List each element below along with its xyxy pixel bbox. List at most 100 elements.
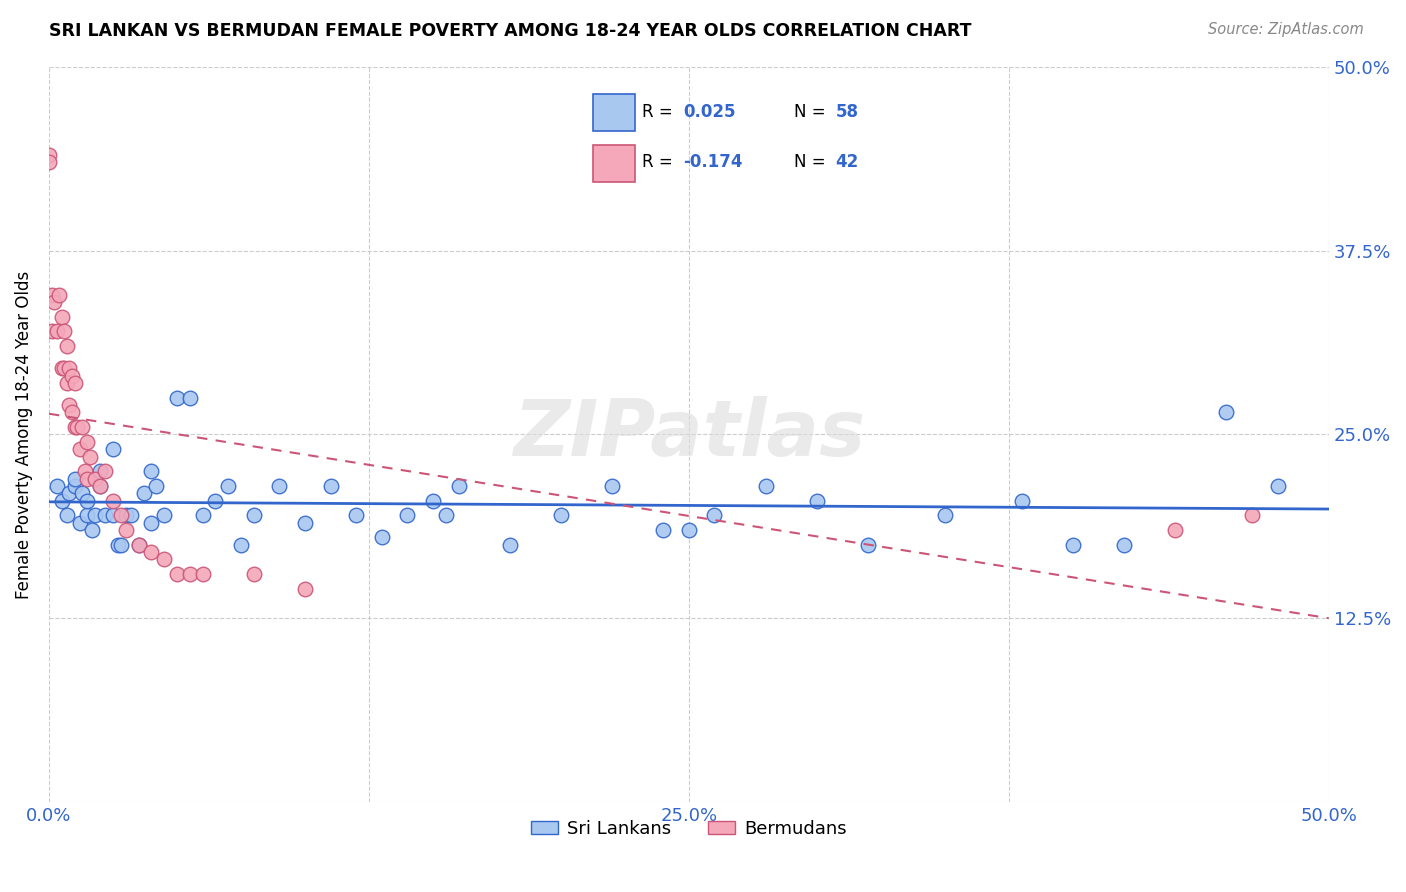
Point — [63, 479, 86, 493]
Point — [114, 523, 136, 537]
Point — [45, 325, 67, 339]
Point — [48, 287, 70, 301]
Point — [107, 538, 129, 552]
Point — [856, 538, 879, 552]
Point — [41, 287, 63, 301]
Point — [94, 508, 117, 523]
Point — [51, 493, 73, 508]
Point — [60, 405, 83, 419]
Point — [79, 450, 101, 464]
Point — [550, 508, 572, 523]
Point — [447, 479, 470, 493]
Point — [934, 508, 956, 523]
Point — [806, 493, 828, 508]
Point — [63, 376, 86, 390]
Point — [51, 310, 73, 324]
Point — [120, 508, 142, 523]
Point — [56, 339, 79, 353]
Point — [179, 567, 201, 582]
Point — [166, 391, 188, 405]
Point — [344, 508, 367, 523]
Point — [755, 479, 778, 493]
Point — [269, 479, 291, 493]
Point — [110, 538, 132, 552]
Point — [73, 464, 96, 478]
Point — [1112, 538, 1135, 552]
Point — [370, 530, 392, 544]
Point — [84, 508, 107, 523]
Point — [141, 464, 163, 478]
Point — [69, 516, 91, 530]
Point — [45, 479, 67, 493]
Point — [141, 516, 163, 530]
Point — [153, 552, 176, 566]
Point — [1240, 508, 1263, 523]
Point — [1011, 493, 1033, 508]
Point — [204, 493, 226, 508]
Point — [66, 420, 89, 434]
Point — [1164, 523, 1187, 537]
Point — [51, 361, 73, 376]
Point — [58, 398, 80, 412]
Point — [422, 493, 444, 508]
Point — [89, 479, 111, 493]
Point — [60, 368, 83, 383]
Point — [110, 508, 132, 523]
Point — [229, 538, 252, 552]
Point — [141, 545, 163, 559]
Point — [53, 325, 76, 339]
Y-axis label: Female Poverty Among 18-24 Year Olds: Female Poverty Among 18-24 Year Olds — [15, 270, 32, 599]
Point — [128, 538, 150, 552]
Point — [678, 523, 700, 537]
Point — [217, 479, 239, 493]
Point — [652, 523, 675, 537]
Point — [242, 567, 264, 582]
Point — [84, 472, 107, 486]
Point — [600, 479, 623, 493]
Point — [38, 148, 60, 162]
Point — [82, 523, 104, 537]
Point — [1267, 479, 1289, 493]
Point — [191, 567, 214, 582]
Point — [132, 486, 155, 500]
Point — [396, 508, 419, 523]
Point — [58, 486, 80, 500]
Legend: Sri Lankans, Bermudans: Sri Lankans, Bermudans — [524, 813, 853, 845]
Point — [499, 538, 522, 552]
Point — [294, 582, 316, 596]
Point — [153, 508, 176, 523]
Point — [38, 155, 60, 169]
Point — [179, 391, 201, 405]
Point — [63, 420, 86, 434]
Point — [76, 493, 98, 508]
Text: SRI LANKAN VS BERMUDAN FEMALE POVERTY AMONG 18-24 YEAR OLDS CORRELATION CHART: SRI LANKAN VS BERMUDAN FEMALE POVERTY AM… — [49, 22, 972, 40]
Point — [76, 508, 98, 523]
Point — [89, 479, 111, 493]
Text: ZIPatlas: ZIPatlas — [513, 396, 865, 473]
Point — [56, 376, 79, 390]
Point — [89, 464, 111, 478]
Point — [70, 486, 93, 500]
Point — [1062, 538, 1084, 552]
Point — [101, 508, 124, 523]
Point — [434, 508, 457, 523]
Point — [53, 361, 76, 376]
Point — [41, 325, 63, 339]
Point — [191, 508, 214, 523]
Point — [101, 442, 124, 457]
Point — [76, 472, 98, 486]
Point — [42, 295, 65, 310]
Point — [101, 493, 124, 508]
Text: Source: ZipAtlas.com: Source: ZipAtlas.com — [1208, 22, 1364, 37]
Point — [56, 508, 79, 523]
Point — [319, 479, 342, 493]
Point — [145, 479, 167, 493]
Point — [1215, 405, 1237, 419]
Point — [703, 508, 725, 523]
Point — [166, 567, 188, 582]
Point — [76, 434, 98, 449]
Point — [63, 472, 86, 486]
Point — [94, 464, 117, 478]
Point — [114, 508, 136, 523]
Point — [294, 516, 316, 530]
